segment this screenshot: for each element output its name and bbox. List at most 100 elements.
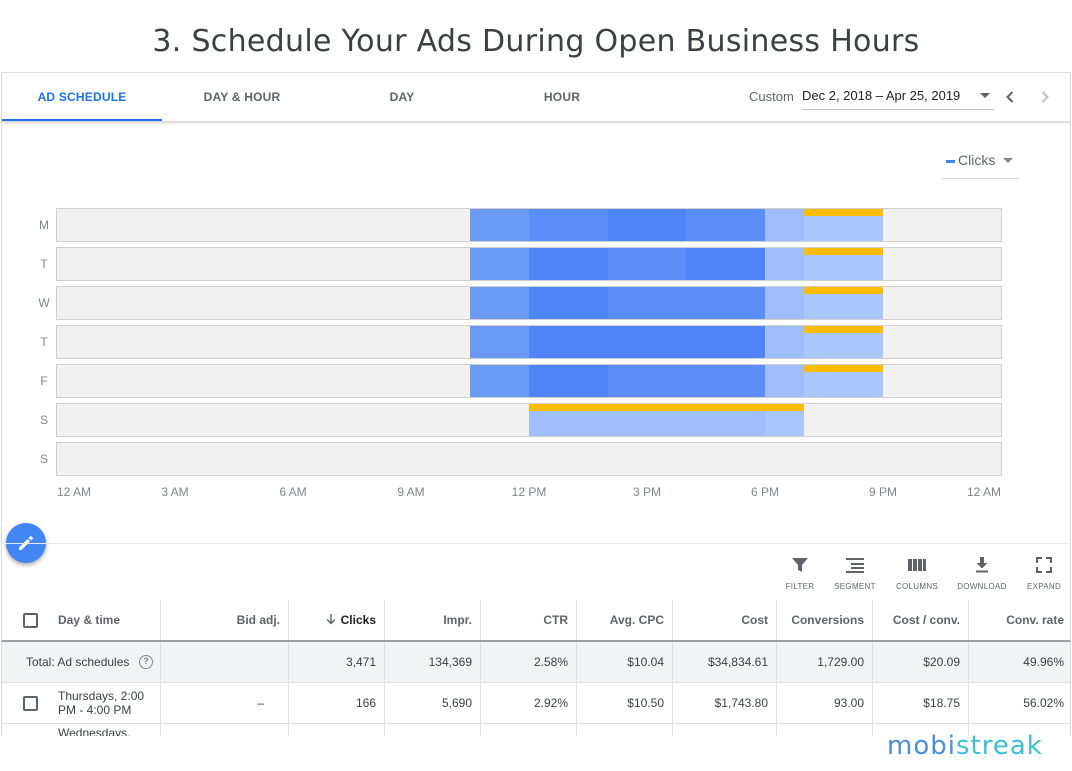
- heatmap-cell[interactable]: [765, 326, 804, 358]
- table-cell: $1,743.80: [673, 683, 777, 723]
- heatmap-cell[interactable]: [470, 248, 529, 280]
- heatmap-cell[interactable]: [608, 287, 686, 319]
- heatmap-day-label: M: [39, 218, 49, 232]
- heatmap-axis-tick: 9 PM: [868, 485, 898, 499]
- heatmap-cell[interactable]: [470, 209, 529, 241]
- date-range-select[interactable]: Dec 2, 2018 – Apr 25, 2019: [802, 88, 961, 103]
- heatmap-row[interactable]: [56, 247, 1002, 281]
- select-all-checkbox[interactable]: [23, 613, 38, 628]
- heatmap-cell[interactable]: [470, 365, 529, 397]
- heatmap-row[interactable]: [56, 364, 1002, 398]
- heatmap-axis-tick: 6 AM: [279, 485, 307, 499]
- column-header-ctr[interactable]: CTR: [481, 600, 577, 640]
- filter-button[interactable]: FILTER: [770, 555, 830, 591]
- heatmap-cell[interactable]: [529, 326, 608, 358]
- table-cell: 2.58%: [481, 642, 577, 682]
- heatmap-day-label: T: [40, 257, 48, 271]
- heatmap-cell[interactable]: [686, 209, 765, 241]
- segment-label: SEGMENT: [834, 582, 876, 591]
- heatmap-day-label: W: [38, 296, 50, 310]
- tab-ad-schedule[interactable]: AD SCHEDULE: [2, 73, 162, 121]
- download-button[interactable]: DOWNLOAD: [952, 555, 1012, 591]
- heatmap-cell[interactable]: [529, 404, 608, 436]
- segment-icon: [846, 558, 864, 573]
- heatmap-cell[interactable]: [529, 287, 608, 319]
- download-icon: [976, 557, 988, 573]
- column-header-impr[interactable]: Impr.: [385, 600, 481, 640]
- heatmap-cell[interactable]: [804, 287, 883, 319]
- heatmap-cell[interactable]: [686, 287, 765, 319]
- table-row[interactable]: Wednesdays,: [2, 724, 1070, 736]
- tab-day[interactable]: DAY: [389, 90, 415, 104]
- expand-icon: [1036, 557, 1052, 573]
- total-label-cell: Total: Ad schedules ?: [2, 642, 161, 682]
- column-header-cost[interactable]: Cost: [673, 600, 777, 640]
- table-cell: 1,729.00: [777, 642, 873, 682]
- table-header-row: Day & time Bid adj. Clicks Impr. CTR Avg…: [2, 600, 1070, 642]
- table-cell: $18.75: [873, 683, 969, 723]
- tab-day-and-hour[interactable]: DAY & HOUR: [203, 90, 281, 104]
- heatmap-row[interactable]: [56, 286, 1002, 320]
- column-header-bid-adj[interactable]: Bid adj.: [161, 600, 289, 640]
- column-header-day-time[interactable]: Day & time: [2, 600, 161, 640]
- metric-selector[interactable]: Clicks: [942, 149, 1020, 179]
- schedule-bar: [804, 209, 883, 216]
- heatmap-cell[interactable]: [765, 287, 804, 319]
- heatmap-cell[interactable]: [529, 365, 608, 397]
- caret-down-icon[interactable]: [980, 93, 990, 98]
- table-cell[interactable]: –: [161, 683, 289, 723]
- heatmap-cell[interactable]: [686, 326, 765, 358]
- arrow-down-icon: [326, 614, 336, 625]
- help-icon[interactable]: ?: [139, 655, 153, 669]
- table-cell: $34,834.61: [673, 642, 777, 682]
- schedule-bar: [686, 404, 765, 411]
- heatmap-cell[interactable]: [804, 326, 883, 358]
- expand-button[interactable]: EXPAND: [1014, 555, 1070, 591]
- heatmap-row[interactable]: [56, 208, 1002, 242]
- columns-button[interactable]: COLUMNS: [887, 555, 947, 591]
- column-header-clicks[interactable]: Clicks: [289, 600, 385, 640]
- heatmap-cell[interactable]: [529, 248, 608, 280]
- heatmap-cell[interactable]: [765, 365, 804, 397]
- heatmap-cell[interactable]: [804, 365, 883, 397]
- column-header-avg-cpc[interactable]: Avg. CPC: [577, 600, 673, 640]
- heatmap-cell[interactable]: [686, 248, 765, 280]
- pencil-icon: [19, 536, 33, 550]
- heatmap-cell[interactable]: [608, 209, 686, 241]
- column-header-conv-rate[interactable]: Conv. rate: [1006, 613, 1064, 627]
- table-row[interactable]: Thursdays, 2:00 PM - 4:00 PM – 166 5,690…: [2, 683, 1070, 724]
- heatmap-cell[interactable]: [686, 404, 765, 436]
- heatmap-axis-tick: 3 PM: [632, 485, 662, 499]
- heatmap-cell[interactable]: [608, 326, 686, 358]
- column-header-conversions[interactable]: Conversions: [777, 600, 873, 640]
- heatmap-cell[interactable]: [686, 365, 765, 397]
- heatmap-cell[interactable]: [765, 209, 804, 241]
- table-cell: [673, 724, 777, 736]
- segment-button[interactable]: SEGMENT: [825, 555, 885, 591]
- table-cell: 49.96%: [1023, 655, 1064, 669]
- table-cell: $20.09: [873, 642, 969, 682]
- heatmap-cell[interactable]: [804, 248, 883, 280]
- heatmap-cell[interactable]: [804, 209, 883, 241]
- heatmap-cell[interactable]: [608, 365, 686, 397]
- heatmap-cell[interactable]: [470, 287, 529, 319]
- table-cell: [289, 724, 385, 736]
- heatmap-row[interactable]: [56, 325, 1002, 359]
- row-checkbox[interactable]: [23, 696, 38, 711]
- chevron-right-icon[interactable]: [1035, 87, 1055, 107]
- heatmap-cell[interactable]: [529, 209, 608, 241]
- heatmap-cell[interactable]: [470, 326, 529, 358]
- heatmap-row[interactable]: [56, 403, 1002, 437]
- expand-label: EXPAND: [1026, 582, 1062, 591]
- column-header-cost-per-conv[interactable]: Cost / conv.: [873, 600, 969, 640]
- table-cell: [385, 724, 481, 736]
- heatmap-cell[interactable]: [608, 248, 686, 280]
- heatmap-cell[interactable]: [608, 404, 686, 436]
- tab-hour[interactable]: HOUR: [543, 90, 581, 104]
- metric-color-swatch: [946, 160, 955, 163]
- heatmap-row[interactable]: [56, 442, 1002, 476]
- heatmap-cell[interactable]: [765, 404, 804, 436]
- heatmap-day-label: S: [39, 452, 48, 466]
- heatmap-cell[interactable]: [765, 248, 804, 280]
- chevron-left-icon[interactable]: [1000, 87, 1020, 107]
